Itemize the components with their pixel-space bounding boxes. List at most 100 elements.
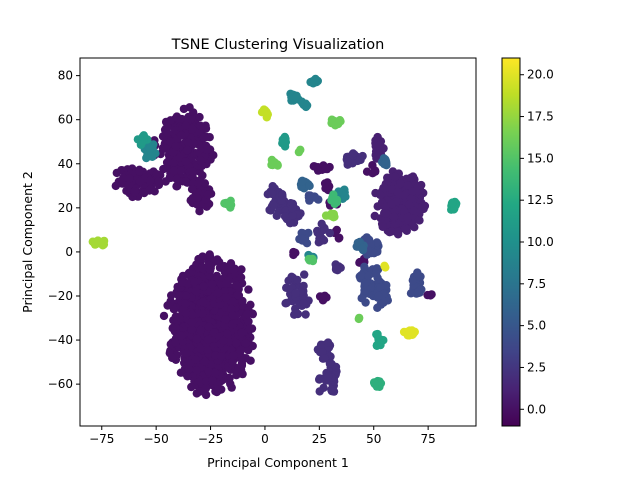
- scatter-point: [177, 278, 187, 287]
- scatter-point: [190, 277, 199, 286]
- scatter-point: [208, 280, 217, 289]
- colorbar-tick-label: 17.5: [527, 110, 554, 124]
- scatter-point: [188, 194, 197, 203]
- scatter-point: [200, 179, 210, 188]
- scatter-point: [125, 180, 134, 190]
- scatter-point: [245, 324, 255, 333]
- scatter-point: [198, 252, 207, 261]
- scatter-point: [408, 276, 417, 285]
- scatter-point: [413, 288, 423, 297]
- scatter-point: [89, 238, 99, 248]
- scatter-point: [222, 200, 231, 209]
- scatter-point: [97, 237, 107, 247]
- scatter-point: [297, 177, 306, 186]
- y-tick-label: 20: [58, 201, 73, 215]
- scatter-point: [183, 145, 192, 155]
- scatter-point: [317, 219, 326, 228]
- scatter-point: [376, 340, 385, 350]
- scatter-point: [192, 389, 201, 398]
- scatter-point: [279, 137, 288, 146]
- scatter-point: [181, 121, 190, 130]
- scatter-point: [291, 309, 300, 318]
- scatter-point: [302, 101, 312, 110]
- scatter-point: [227, 383, 236, 392]
- scatter-point: [199, 133, 209, 142]
- scatter-point: [168, 324, 177, 333]
- scatter-point: [410, 223, 419, 232]
- scatter-point: [291, 93, 301, 102]
- scatter-point: [211, 368, 220, 377]
- scatter-point: [204, 335, 213, 344]
- colorbar-tick-label: 12.5: [527, 193, 554, 207]
- scatter-point: [162, 144, 171, 153]
- x-axis: −75 −50 −25 0 25 50 75: [89, 426, 436, 446]
- scatter-point: [360, 262, 369, 271]
- scatter-point: [168, 353, 177, 363]
- scatter-point: [380, 160, 389, 169]
- scatter-point: [179, 104, 189, 114]
- scatter-point: [297, 234, 306, 244]
- scatter-point: [182, 291, 191, 300]
- scatter-point: [289, 250, 298, 260]
- y-tick-label: −60: [48, 377, 73, 391]
- scatter-point: [138, 132, 147, 141]
- scatter-point: [280, 212, 290, 221]
- scatter-point: [162, 163, 171, 173]
- scatter-point: [299, 299, 308, 308]
- scatter-point: [319, 236, 329, 245]
- scatter-point: [221, 279, 231, 288]
- scatter-point: [267, 189, 277, 199]
- y-axis-label: Principal Component 2: [20, 171, 35, 313]
- scatter-point: [357, 271, 366, 280]
- scatter-point: [163, 128, 172, 137]
- scatter-point: [268, 160, 277, 170]
- x-tick-label: 75: [420, 432, 435, 446]
- scatter-point: [327, 385, 336, 394]
- chart-title: TSNE Clustering Visualization: [171, 37, 385, 53]
- colorbar-tick-label: 15.0: [527, 151, 554, 165]
- scatter-point: [394, 227, 403, 237]
- scatter-point: [244, 317, 253, 326]
- scatter-point: [291, 288, 300, 298]
- scatter-point: [191, 287, 201, 296]
- colorbar-tick-label: 2.5: [527, 360, 546, 374]
- x-tick-label: −75: [89, 432, 114, 446]
- scatter-point: [221, 293, 231, 302]
- scatter-point: [322, 293, 331, 302]
- scatter-point: [301, 310, 310, 319]
- scatter-point: [299, 281, 308, 291]
- scatter-point: [171, 142, 180, 151]
- scatter-point: [214, 385, 224, 394]
- scatter-point: [187, 325, 196, 334]
- scatter-point: [177, 331, 186, 341]
- scatter-point: [332, 264, 341, 274]
- scatter-point: [393, 187, 402, 197]
- scatter-point: [213, 255, 222, 264]
- scatter-point: [171, 338, 180, 347]
- scatter-point: [182, 348, 191, 358]
- scatter-point: [202, 145, 212, 155]
- scatter-point: [167, 291, 176, 300]
- scatter-point: [300, 270, 309, 279]
- scatter-point: [259, 107, 268, 116]
- scatter-point: [196, 325, 205, 335]
- scatter-point: [219, 336, 228, 345]
- scatter-point: [238, 369, 247, 379]
- scatter-point: [320, 179, 330, 188]
- x-tick-label: −50: [143, 432, 168, 446]
- scatter-point: [288, 211, 297, 220]
- scatter-point: [163, 122, 172, 131]
- scatter-point: [305, 256, 314, 265]
- scatter-point: [172, 174, 181, 184]
- y-tick-label: −40: [48, 333, 73, 347]
- scatter-point: [192, 366, 201, 375]
- scatter-point: [423, 290, 432, 300]
- scatter-point: [226, 259, 236, 268]
- scatter-point: [310, 75, 320, 84]
- scatter-point: [325, 211, 335, 220]
- scatter-point: [195, 112, 204, 122]
- y-tick-label: 0: [65, 245, 73, 259]
- scatter-point: [328, 193, 337, 202]
- scatter-point: [164, 157, 173, 166]
